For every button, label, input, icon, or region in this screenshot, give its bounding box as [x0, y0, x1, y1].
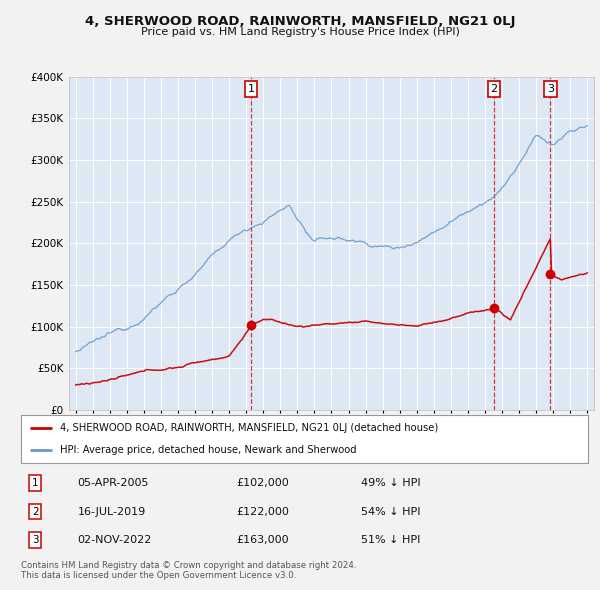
Text: 2: 2 [32, 507, 38, 516]
Text: 4, SHERWOOD ROAD, RAINWORTH, MANSFIELD, NG21 0LJ (detached house): 4, SHERWOOD ROAD, RAINWORTH, MANSFIELD, … [59, 423, 438, 433]
Text: HPI: Average price, detached house, Newark and Sherwood: HPI: Average price, detached house, Newa… [59, 445, 356, 455]
Text: 2: 2 [491, 84, 497, 94]
Text: 3: 3 [32, 535, 38, 545]
Text: £102,000: £102,000 [236, 478, 289, 488]
Text: 54% ↓ HPI: 54% ↓ HPI [361, 507, 421, 516]
Text: Price paid vs. HM Land Registry's House Price Index (HPI): Price paid vs. HM Land Registry's House … [140, 27, 460, 37]
Text: Contains HM Land Registry data © Crown copyright and database right 2024.: Contains HM Land Registry data © Crown c… [21, 560, 356, 569]
Text: 05-APR-2005: 05-APR-2005 [78, 478, 149, 488]
Text: 1: 1 [247, 84, 254, 94]
Text: 1: 1 [32, 478, 38, 488]
Text: 51% ↓ HPI: 51% ↓ HPI [361, 535, 421, 545]
Text: £122,000: £122,000 [236, 507, 289, 516]
Text: 4, SHERWOOD ROAD, RAINWORTH, MANSFIELD, NG21 0LJ: 4, SHERWOOD ROAD, RAINWORTH, MANSFIELD, … [85, 15, 515, 28]
Text: 49% ↓ HPI: 49% ↓ HPI [361, 478, 421, 488]
Text: This data is licensed under the Open Government Licence v3.0.: This data is licensed under the Open Gov… [21, 571, 296, 580]
Text: 02-NOV-2022: 02-NOV-2022 [78, 535, 152, 545]
Text: £163,000: £163,000 [236, 535, 289, 545]
Text: 3: 3 [547, 84, 554, 94]
Text: 16-JUL-2019: 16-JUL-2019 [78, 507, 146, 516]
